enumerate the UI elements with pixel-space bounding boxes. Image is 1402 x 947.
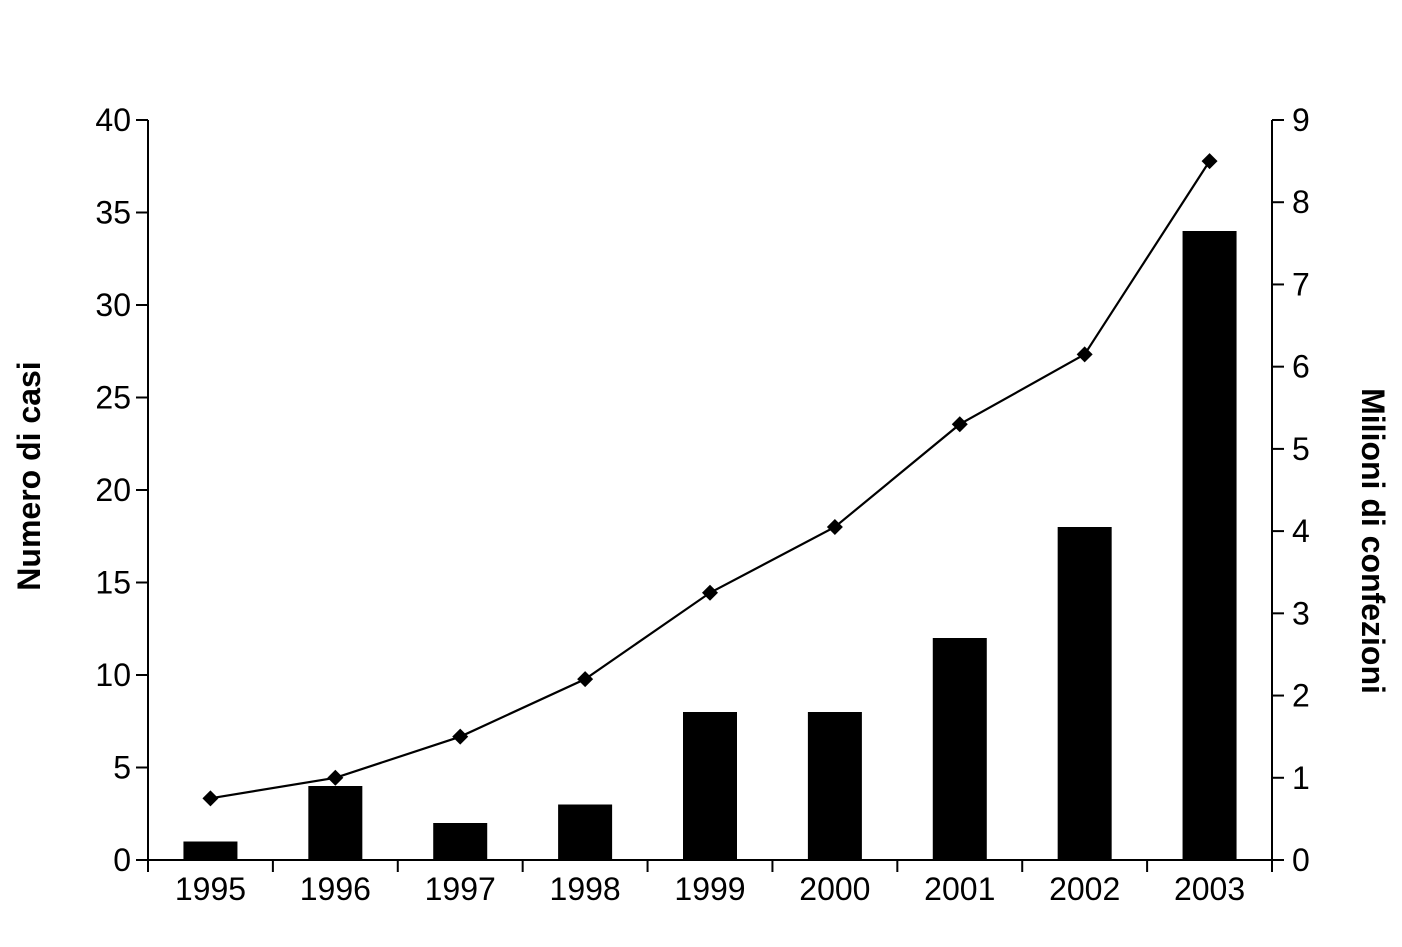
y-axis-title-left: Numero di casi — [11, 361, 47, 590]
point-2000 — [826, 519, 843, 535]
bar-1995 — [183, 841, 238, 860]
y-tick-label-right: 5 — [1292, 431, 1310, 467]
y-tick-label-right: 1 — [1292, 760, 1310, 796]
x-tick-label-1998: 1998 — [550, 871, 621, 907]
y-tick-label-left: 10 — [95, 657, 131, 693]
y-tick-label-left: 0 — [113, 842, 131, 878]
y-tick-label-right: 4 — [1292, 513, 1310, 549]
line-series — [202, 153, 1218, 807]
y-tick-label-left: 40 — [95, 102, 131, 138]
y-tick-label-left: 35 — [95, 195, 131, 231]
point-1998 — [577, 671, 594, 688]
y-tick-label-right: 0 — [1292, 842, 1310, 878]
point-2001 — [951, 416, 968, 433]
point-2003 — [1201, 153, 1218, 170]
bar-2003 — [1182, 231, 1237, 860]
x-tick-label-1996: 1996 — [300, 871, 371, 907]
y-axis-title-right: Milioni di confezioni — [1355, 388, 1391, 694]
y-tick-label-right: 9 — [1292, 102, 1310, 138]
x-tick-label-2001: 2001 — [924, 871, 995, 907]
point-1995 — [202, 790, 219, 807]
axes — [136, 119, 1284, 872]
x-tick-label-2003: 2003 — [1174, 871, 1245, 907]
bar-2002 — [1057, 527, 1112, 860]
y-tick-label-right: 8 — [1292, 184, 1310, 220]
y-tick-label-left: 30 — [95, 287, 131, 323]
y-tick-label-left: 15 — [95, 565, 131, 601]
y-tick-label-right: 7 — [1292, 266, 1310, 302]
bar-2000 — [807, 712, 862, 860]
y-tick-label-right: 3 — [1292, 595, 1310, 631]
bar-series — [183, 231, 1237, 860]
bar-1996 — [308, 786, 363, 860]
x-tick-label-1997: 1997 — [425, 871, 496, 907]
bar-2001 — [932, 638, 987, 860]
x-tick-label-1995: 1995 — [175, 871, 246, 907]
y-tick-label-right: 2 — [1292, 678, 1310, 714]
point-1996 — [327, 769, 344, 786]
point-1999 — [702, 584, 718, 601]
bar-1998 — [558, 804, 613, 860]
bar-1999 — [683, 712, 737, 860]
y-tick-label-left: 20 — [95, 472, 131, 508]
x-tick-label-2000: 2000 — [799, 871, 870, 907]
tick-labels: 0 5 10 15 20 25 30 35 40 0 1 2 3 4 5 6 7 8 9 1995 1996 1997 19… — [95, 102, 1309, 907]
x-tick-label-1999: 1999 — [674, 871, 745, 907]
bar-1997 — [433, 823, 488, 860]
x-tick-label-2002: 2002 — [1049, 871, 1120, 907]
y-tick-label-left: 25 — [95, 380, 131, 416]
y-tick-label-right: 6 — [1292, 349, 1310, 385]
y-tick-label-left: 5 — [113, 750, 131, 786]
point-1997 — [452, 728, 469, 745]
point-2002 — [1076, 346, 1093, 363]
